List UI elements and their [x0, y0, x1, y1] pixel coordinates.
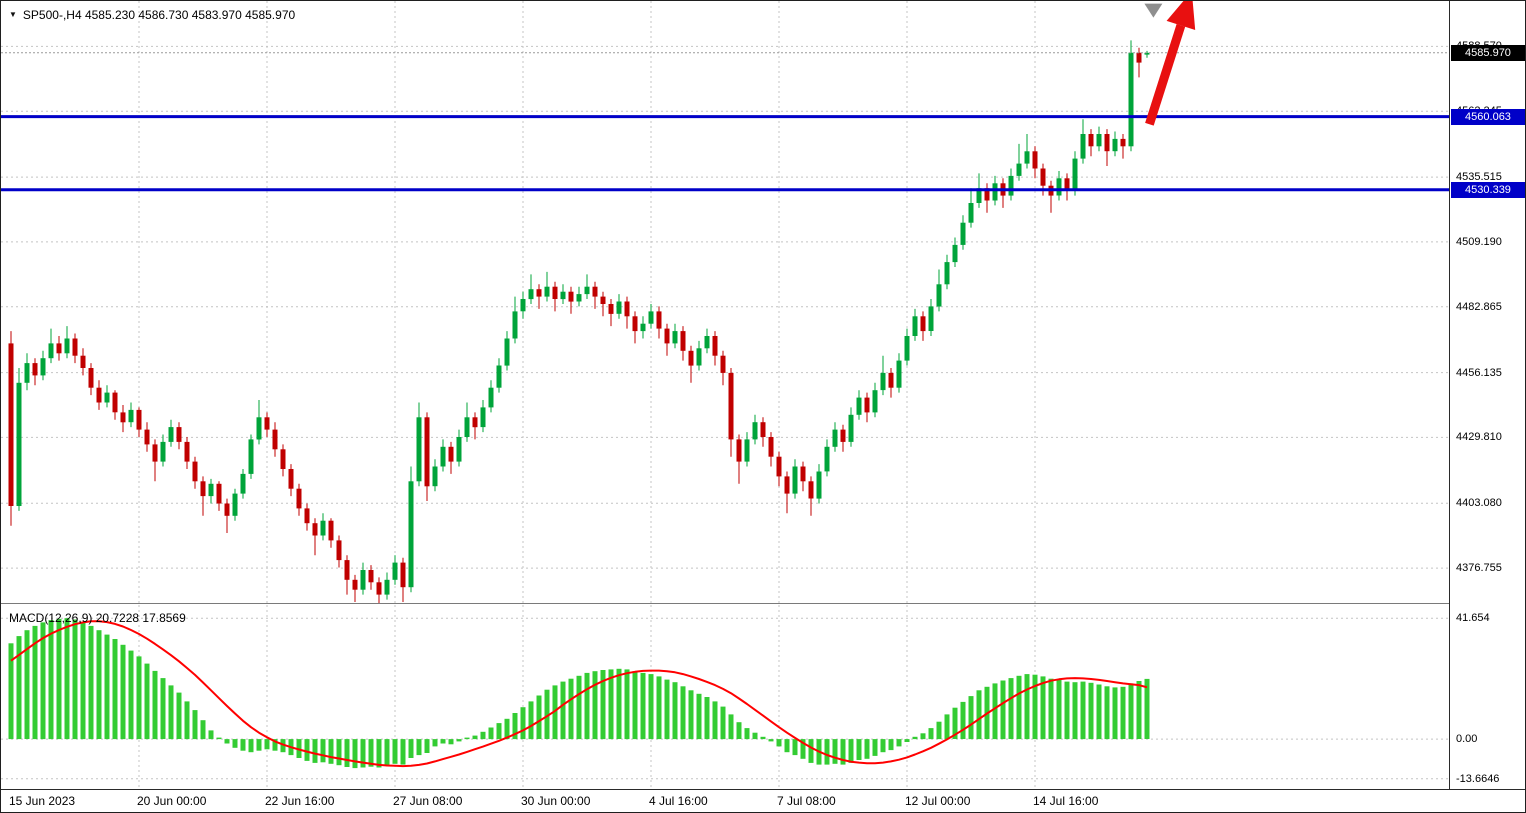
time-axis-label: 14 Jul 16:00 [1033, 794, 1099, 808]
time-axis[interactable]: 15 Jun 2023 20 Jun 00:00 22 Jun 16:00 27 Ju… [1, 790, 1525, 812]
time-axis-divider [1, 789, 1525, 790]
time-axis-label: 12 Jul 00:00 [905, 794, 971, 808]
chart-title: ▼ SP500-,H4 4585.230 4586.730 4583.970 4… [9, 8, 295, 22]
level-price-badge: 4560.063 [1451, 108, 1525, 125]
trend-arrow-head[interactable] [1166, 1, 1196, 30]
macd-indicator-label: MACD(12,26,9) 20.7228 17.8569 [9, 611, 186, 625]
time-axis-label: 4 Jul 16:00 [649, 794, 708, 808]
object-anchor-marker[interactable] [1144, 3, 1163, 18]
trend-arrow[interactable] [1145, 24, 1186, 126]
price-axis[interactable]: 4585.970 4560.063 4530.339 41.654 0.00 -… [1449, 1, 1525, 789]
time-axis-label: 27 Jun 08:00 [393, 794, 463, 808]
panel-divider[interactable] [1, 603, 1449, 604]
price-axis-label: 4509.190 [1456, 235, 1502, 248]
time-axis-label: 7 Jul 08:00 [777, 794, 836, 808]
price-axis-label: 4482.865 [1456, 300, 1502, 313]
macd-axis-label: -13.6646 [1456, 772, 1500, 785]
price-axis-label: 4535.515 [1456, 171, 1502, 184]
current-price-badge: 4585.970 [1451, 44, 1525, 61]
price-axis-label: 4403.080 [1456, 497, 1502, 510]
price-chart-canvas[interactable] [1, 1, 1449, 603]
price-axis-label: 4429.810 [1456, 431, 1502, 444]
time-axis-label: 22 Jun 16:00 [265, 794, 335, 808]
macd-signal-line [10, 620, 1148, 768]
time-axis-label: 15 Jun 2023 [9, 794, 76, 808]
price-axis-label: 4376.755 [1456, 562, 1502, 575]
price-axis-label: 4456.135 [1456, 366, 1502, 379]
macd-axis-label: 0.00 [1456, 733, 1478, 746]
time-axis-label: 20 Jun 00:00 [137, 794, 207, 808]
candlestick-series [8, 40, 1150, 603]
macd-indicator-canvas[interactable] [1, 605, 1449, 789]
symbol-dropdown-icon: ▼ [9, 10, 17, 19]
chart-title-text: SP500-,H4 4585.230 4586.730 4583.970 458… [22, 8, 296, 22]
level-price-badge: 4530.339 [1451, 181, 1525, 198]
time-axis-label: 30 Jun 00:00 [521, 794, 591, 808]
macd-histogram [8, 618, 1150, 769]
macd-axis-label: 41.654 [1456, 612, 1490, 625]
